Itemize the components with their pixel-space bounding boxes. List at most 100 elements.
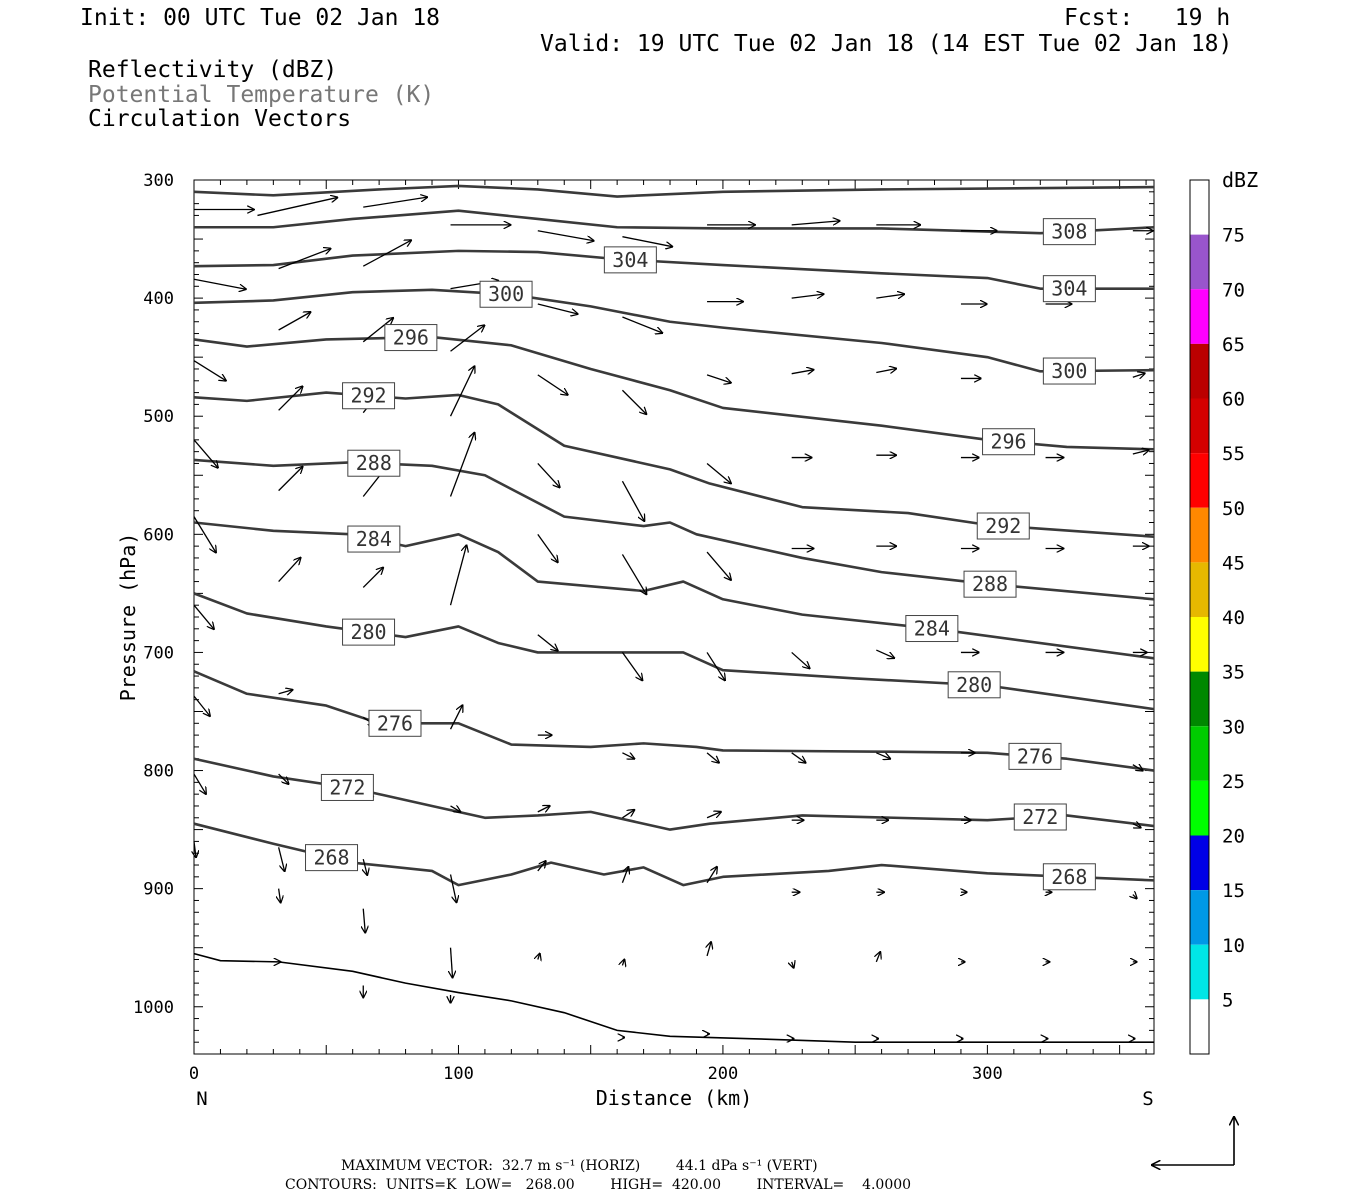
theta-contour-line — [194, 209, 1155, 235]
colorbar-segment — [1190, 180, 1209, 235]
colorbar-segment — [1190, 780, 1209, 836]
colorbar-label: 40 — [1222, 607, 1245, 629]
circulation-vector — [537, 463, 560, 487]
end-label-south: S — [1142, 1088, 1153, 1110]
contour-label-box — [603, 246, 657, 274]
circulation-vector — [537, 634, 558, 651]
contour-label-box — [479, 280, 533, 308]
circulation-vector — [621, 554, 646, 594]
colorbar-label: 35 — [1222, 662, 1245, 684]
circulation-vector — [193, 278, 246, 289]
colorbar-segment — [1190, 507, 1209, 563]
circulation-vector — [362, 318, 393, 343]
contour-label: 272 — [1013, 803, 1067, 831]
circulation-vector — [278, 773, 289, 784]
contour-label: 304 — [603, 246, 657, 274]
reference-vector-icon — [1152, 1117, 1234, 1165]
circulation-vector — [706, 652, 725, 680]
footer-contour-info: CONTOURS: UNITS=K LOW= 268.00 HIGH= 420.… — [285, 1177, 912, 1193]
init-time: Init: 00 UTC Tue 02 Jan 18 — [80, 5, 441, 31]
contour-label: 284 — [347, 525, 401, 553]
contour-label-text: 300 — [1051, 359, 1087, 383]
circulation-vector — [193, 773, 206, 794]
circulation-vector — [278, 249, 331, 270]
contour-label-text: 304 — [1051, 277, 1087, 301]
circulation-vector — [792, 962, 794, 968]
contour-label: 284 — [905, 615, 959, 643]
colorbar-segment — [1190, 234, 1209, 290]
contour-label-text: 268 — [313, 846, 349, 870]
colorbar-segment — [1190, 617, 1209, 672]
circulation-vector — [450, 325, 485, 352]
x-tick-label: 200 — [708, 1064, 739, 1084]
circulation-vector — [193, 439, 218, 468]
circulation-vector — [622, 810, 634, 819]
circulation-vector — [277, 847, 285, 871]
circulation-vector — [363, 858, 367, 875]
contour-label: 308 — [1042, 218, 1096, 246]
theta-contour-line — [193, 249, 1154, 290]
colorbar-segment — [1190, 398, 1209, 454]
x-tick-label: 300 — [972, 1064, 1003, 1084]
contour-label-text: 284 — [356, 527, 392, 551]
contour-label-box — [1008, 742, 1062, 770]
contour-label: 276 — [1008, 742, 1062, 770]
contour-label-box — [1042, 863, 1096, 891]
circulation-vector — [278, 558, 301, 583]
colorbar-segment — [1190, 890, 1209, 945]
colorbar-label: 55 — [1222, 443, 1245, 465]
colorbar-segment — [1190, 999, 1209, 1054]
circulation-vector — [450, 806, 461, 812]
colorbar-segment — [1190, 726, 1209, 781]
contour-label-box — [982, 428, 1036, 456]
colorbar-label: 45 — [1222, 552, 1245, 574]
circulation-vector — [706, 374, 731, 383]
theta-contour-line — [193, 592, 1155, 711]
circulation-vector — [278, 386, 303, 411]
circulation-vector — [791, 294, 824, 298]
y-tick-label: 900 — [143, 880, 174, 900]
contour-label-text: 276 — [1017, 744, 1053, 768]
circulation-vector — [449, 366, 475, 417]
field-label-reflectivity: Reflectivity (dBZ) — [88, 57, 338, 83]
contour-label-text: 292 — [985, 514, 1021, 538]
circulation-vector — [876, 752, 890, 759]
circulation-vector — [1132, 450, 1149, 454]
circulation-vector — [1132, 824, 1141, 828]
colorbar-label: 75 — [1222, 225, 1245, 247]
contour-label-text: 308 — [1051, 220, 1087, 244]
contour-label: 296 — [384, 324, 438, 352]
contour-label-box — [320, 773, 374, 801]
circulation-vector — [622, 959, 624, 965]
circulation-vector — [193, 360, 226, 381]
circulation-vector — [537, 374, 568, 395]
y-tick-label: 400 — [143, 289, 174, 309]
circulation-vector — [537, 230, 594, 241]
x-axis-label: Distance (km) — [596, 1086, 753, 1110]
colorbar-label: 60 — [1222, 389, 1245, 411]
theta-contour-line — [193, 184, 1155, 198]
contour-label: 300 — [1042, 357, 1096, 385]
circulation-vector — [1132, 765, 1143, 771]
colorbar-label: 65 — [1222, 334, 1245, 356]
colorbar-label: 30 — [1222, 716, 1245, 738]
contour-label-text: 304 — [612, 248, 648, 272]
circulation-vector — [707, 942, 711, 957]
x-tick-label: 100 — [443, 1064, 474, 1084]
circulation-vector — [362, 567, 383, 588]
contour-label: 268 — [305, 844, 359, 872]
contour-label-box — [347, 525, 401, 553]
circulation-vector — [791, 221, 840, 226]
circulation-vector — [537, 806, 550, 812]
circulation-vector — [621, 389, 646, 414]
colorbar-segment — [1190, 562, 1209, 617]
circulation-vector — [537, 861, 546, 872]
contour-label-box — [305, 844, 359, 872]
contour-label-box — [1013, 803, 1067, 831]
y-tick-label: 300 — [143, 171, 174, 191]
contour-label: 280 — [947, 671, 1001, 699]
contour-label-box — [947, 671, 1001, 699]
y-tick-label: 500 — [143, 407, 174, 427]
contour-label: 304 — [1042, 275, 1096, 303]
